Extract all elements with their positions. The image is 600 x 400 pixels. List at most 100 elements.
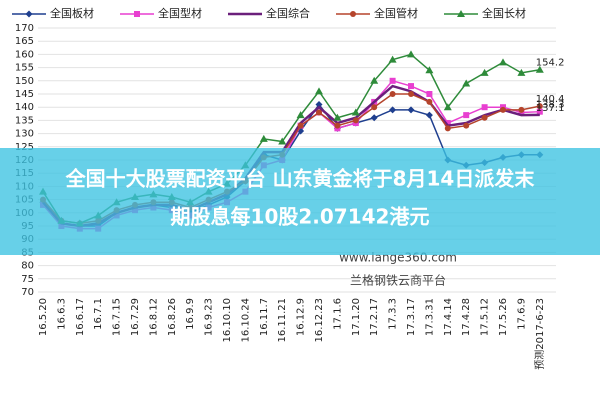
marker [517, 68, 526, 76]
y-tick-label: 145 [15, 89, 34, 100]
x-tick-label: 16.9.23 [204, 298, 215, 336]
x-tick-label: 16.8.26 [167, 298, 178, 336]
marker [370, 76, 379, 84]
x-tick-label: 16.7.29 [130, 298, 141, 336]
x-tick-label: 17.2.17 [369, 298, 380, 336]
marker [535, 65, 544, 73]
x-tick-label: 16.7.1 [93, 298, 104, 330]
x-tick-label: 17.5.12 [480, 298, 491, 336]
marker [352, 117, 359, 124]
y-tick-label: 125 [15, 142, 34, 153]
marker [297, 122, 304, 129]
marker [480, 68, 489, 76]
marker [518, 106, 525, 113]
y-tick-label: 70 [21, 287, 34, 298]
legend-label: 全国综合 [266, 6, 310, 20]
data-label: 140.4 [536, 94, 565, 105]
legend-label: 全国板材 [50, 6, 94, 20]
marker [134, 11, 140, 17]
y-tick-label: 160 [15, 49, 34, 60]
x-tick-label: 16.6.3 [56, 298, 67, 330]
marker [389, 77, 396, 84]
legend-label: 全国型材 [158, 6, 202, 20]
marker [426, 98, 433, 105]
x-tick-label: 16.5.20 [38, 298, 49, 336]
marker [278, 137, 287, 145]
y-tick-label: 165 [15, 36, 34, 47]
x-tick-label: 17.3.3 [388, 298, 399, 330]
marker [481, 104, 488, 111]
banner [0, 148, 600, 255]
marker [463, 112, 470, 119]
y-tick-label: 155 [15, 63, 34, 74]
marker [371, 104, 378, 111]
legend: 全国板材 全国型材 全国综合 全国管材 全国长材 [12, 6, 526, 20]
marker [296, 111, 305, 119]
marker [407, 50, 415, 58]
x-tick-label: 17.1.20 [351, 298, 362, 336]
marker [315, 87, 323, 95]
data-label: 154.2 [536, 58, 565, 69]
x-tick-label: 17.4.14 [443, 298, 454, 336]
marker [408, 83, 414, 90]
marker [536, 108, 543, 115]
marker [259, 134, 268, 142]
y-tick-label: 130 [15, 129, 34, 140]
marker [25, 10, 33, 18]
x-tick-label: 16.9.9 [185, 298, 196, 330]
marker [500, 106, 506, 113]
x-tick-label: 预测2017-6-23 [533, 298, 546, 370]
marker [370, 114, 378, 122]
data-label: 137.1 [536, 103, 565, 114]
x-tick-label: 16.10.10 [222, 298, 233, 343]
marker [443, 103, 452, 111]
y-tick-label: 140 [15, 102, 34, 113]
x-tick-label: 17.1.6 [332, 298, 343, 330]
x-tick-label: 17.3.17 [406, 298, 417, 336]
marker [425, 66, 434, 74]
banner-line: 全国十大股票配资平台 山东黄金将于8月14日派发末 [65, 167, 536, 191]
marker [444, 125, 451, 132]
x-tick-label: 16.10.24 [240, 298, 251, 343]
x-tick-label: 17.5.26 [498, 298, 509, 336]
marker [350, 11, 356, 17]
y-tick-label: 150 [15, 76, 34, 87]
x-tick-label: 17.6.9 [516, 298, 527, 330]
marker [315, 101, 323, 109]
marker [499, 58, 507, 66]
x-tick-label: 17.4.28 [461, 298, 472, 336]
marker [462, 79, 471, 87]
x-tick-label: 16.7.15 [112, 298, 123, 336]
legend-label: 全国长材 [482, 6, 526, 20]
marker [389, 106, 397, 114]
x-tick-label: 17.3.31 [424, 298, 435, 336]
y-tick-label: 135 [15, 115, 34, 126]
marker [334, 122, 341, 129]
marker [388, 55, 397, 63]
x-tick-label: 16.12.23 [314, 298, 325, 343]
x-tick-label: 16.12.9 [296, 298, 307, 336]
marker [316, 109, 322, 116]
marker [463, 122, 470, 129]
y-tick-label: 170 [15, 23, 34, 34]
y-tick-label: 80 [21, 261, 34, 272]
data-label: 138.3 [536, 100, 565, 111]
marker [333, 113, 342, 121]
x-tick-label: 16.8.12 [148, 298, 159, 336]
legend-label: 全国管材 [374, 6, 418, 20]
marker [408, 91, 414, 97]
marker [407, 106, 415, 114]
marker [444, 120, 451, 127]
x-tick-label: 16.11.21 [277, 298, 288, 343]
marker [457, 10, 465, 17]
watermark-name: 兰格钢铁云商平台 [350, 273, 446, 288]
banner-line: 期股息每10股2.07142港元 [171, 205, 430, 229]
x-tick-label: 16.11.7 [259, 298, 270, 336]
x-tick-label: 16.6.17 [75, 298, 86, 336]
marker [426, 91, 433, 97]
marker [536, 103, 543, 110]
marker [389, 91, 396, 97]
marker [351, 108, 360, 116]
marker [425, 111, 433, 119]
